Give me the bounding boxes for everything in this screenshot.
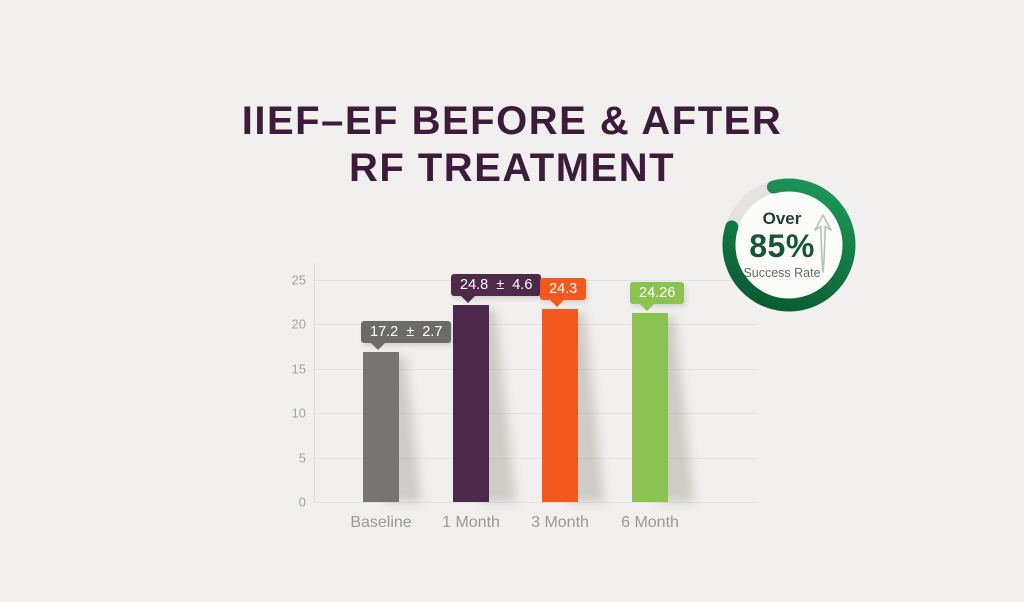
callout-pointer <box>461 296 475 303</box>
bar-group-baseline: 17.2 ± 2.7 Baseline <box>350 263 452 531</box>
page-title: IIEF–EF BEFORE & AFTER RF TREATMENT <box>0 98 1024 192</box>
gridline-20 <box>314 324 757 325</box>
bar <box>363 352 399 502</box>
bar-value-callout: 24.26 <box>630 282 685 311</box>
progress-ring-icon <box>722 178 856 312</box>
badge-over-label: Over <box>762 209 802 228</box>
success-rate-badge: Over 85% Success Rate <box>714 170 864 320</box>
bar-group-6-month: 24.26 6 Month <box>621 263 695 531</box>
x-axis-label: Baseline <box>350 514 412 531</box>
up-arrow-icon <box>814 214 832 273</box>
bar-value-callout: 24.3 <box>540 278 587 307</box>
page-title-line2: RF TREATMENT <box>348 146 676 190</box>
bar <box>632 313 668 502</box>
y-tick-label: 25 <box>291 272 306 287</box>
callout-pointer <box>640 304 654 311</box>
badge-percent: 85% <box>749 228 815 264</box>
page-title-line1: IIEF–EF BEFORE & AFTER <box>241 99 783 143</box>
gridline-15 <box>314 368 757 370</box>
bar <box>453 305 489 502</box>
callout-pointer <box>550 300 564 307</box>
gridline-10 <box>314 413 757 414</box>
bar-group-3-month: 24.3 3 Month <box>531 263 605 531</box>
gridline-5 <box>314 457 757 459</box>
bar-group-1-month: 24.8 ± 4.6 1 Month <box>442 263 542 531</box>
badge-text: Over 85% Success Rate <box>707 170 857 320</box>
callout-pointer <box>371 343 385 350</box>
badge-sub-label: Success Rate <box>743 266 821 280</box>
bar-value-callout: 24.8 ± 4.6 <box>451 274 542 303</box>
x-axis-label: 3 Month <box>531 514 589 531</box>
y-tick-label: 15 <box>291 361 306 376</box>
x-axis-label: 1 Month <box>442 514 500 531</box>
y-tick-label: 0 <box>298 494 306 510</box>
y-tick-label: 20 <box>291 316 306 332</box>
x-axis-label: 6 Month <box>621 514 679 531</box>
gridline-0 <box>314 502 757 503</box>
y-tick-label: 10 <box>291 405 306 421</box>
y-tick-label: 5 <box>298 450 306 465</box>
y-axis-line <box>314 263 315 502</box>
bar-value-callout: 17.2 ± 2.7 <box>361 321 452 350</box>
bar <box>542 309 578 502</box>
